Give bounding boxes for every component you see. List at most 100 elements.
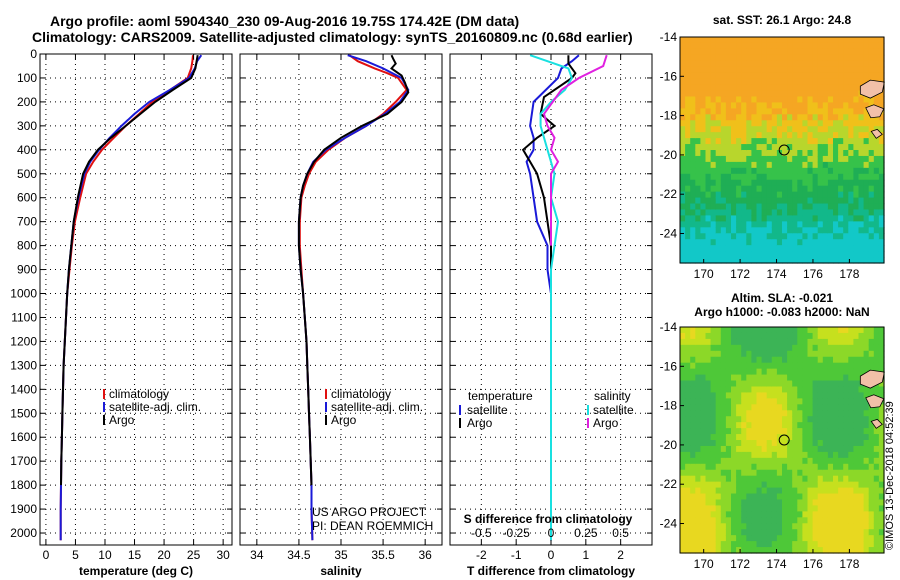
sla_map-cell: [736, 404, 742, 411]
sst_map-cell: [822, 72, 829, 80]
sst_map-cell: [838, 227, 844, 234]
sla_map-cell: [756, 499, 763, 507]
sla_map-cell: [710, 362, 717, 370]
sst_map-ytick-label: -16: [660, 69, 678, 83]
sla_map-cell: [725, 356, 732, 364]
sla_map-cell: [761, 332, 768, 340]
sla_map-cell: [715, 469, 722, 477]
temperature-xtick-label: 5: [72, 548, 79, 562]
sla_map-cell: [838, 487, 844, 495]
sst_map-cell: [690, 215, 696, 222]
sla_map-cell: [878, 529, 885, 536]
sla_map-cell: [792, 541, 798, 548]
sst_map-cell: [802, 221, 809, 228]
sla_map-cell: [868, 547, 875, 554]
sla_map-cell: [741, 327, 747, 334]
sst_map-cell: [751, 221, 758, 228]
sla_map-cell: [771, 410, 778, 417]
sla_map-cell: [868, 327, 875, 334]
sst_map-panel: 170 172 174 176 178-14-16-18-20-22-24: [660, 30, 885, 281]
sla_map-cell: [731, 422, 737, 429]
sla_map-cell: [736, 499, 742, 507]
sla_map-cell: [771, 505, 778, 512]
sst_map-cell: [725, 245, 732, 252]
sst_map-cell: [858, 185, 865, 193]
sla_map-cell: [766, 434, 773, 441]
sst_map-cell: [822, 126, 829, 133]
sla_map-cell: [853, 541, 860, 548]
sst_map-cell: [736, 167, 742, 175]
sst_map-cell: [812, 215, 819, 222]
sla_map-cell: [725, 404, 732, 411]
diff-x2tick-label: -0.5: [471, 526, 492, 540]
sst_map-cell: [812, 78, 819, 86]
sla_map-cell: [868, 487, 875, 495]
sst_map-cell: [766, 78, 773, 86]
sst_map-cell: [782, 66, 788, 74]
sst_map-cell: [695, 215, 701, 222]
sla_map-cell: [802, 410, 809, 417]
sla_map-cell: [853, 332, 860, 340]
sst_map-cell: [725, 221, 732, 228]
sla_map-cell: [695, 541, 701, 548]
sla_map-cell: [690, 386, 696, 394]
sst_map-cell: [680, 251, 686, 258]
sst_map-cell: [695, 251, 701, 258]
sst_map-cell: [690, 197, 696, 205]
sst_map-cell: [868, 144, 875, 151]
sst_map-cell: [690, 185, 696, 193]
sst_map-cell: [756, 173, 763, 181]
sla_map-cell: [741, 332, 747, 340]
sla_map-cell: [873, 469, 880, 477]
depth-tick-label: 100: [17, 71, 37, 85]
sla_map-cell: [715, 511, 722, 518]
sla_map-cell: [771, 457, 778, 465]
sst_map-cell: [792, 126, 798, 133]
sst_map-cell: [853, 221, 860, 228]
sla_map-cell: [787, 523, 793, 530]
sst_map-cell: [776, 60, 783, 68]
sla_map-cell: [848, 463, 854, 471]
sst_map-cell: [843, 60, 849, 68]
sla_map-cell: [705, 547, 712, 554]
sst_map-cell: [766, 155, 773, 163]
sst_map-cell: [802, 126, 809, 133]
sla_map-cell: [827, 374, 834, 382]
sst_map-cell: [822, 197, 829, 205]
sla_map-cell: [848, 362, 854, 370]
sla_map-cell: [873, 535, 880, 542]
sla_map-cell: [843, 451, 849, 459]
sst_map-cell: [751, 257, 758, 264]
sla_map-cell: [710, 493, 717, 501]
sla_map-cell: [771, 362, 778, 370]
sla_map-cell: [720, 505, 727, 512]
sla_map-cell: [792, 493, 798, 501]
depth-tick-label: 200: [17, 95, 37, 109]
temperature-frame: [39, 53, 233, 546]
sst_map-cell: [690, 167, 696, 175]
sst_map-cell: [766, 215, 773, 222]
sla_map-cell: [705, 327, 712, 334]
sla_map-cell: [782, 493, 788, 501]
sla_map-cell: [833, 362, 839, 370]
sla_map-cell: [741, 523, 747, 530]
sla_map-cell: [700, 386, 707, 394]
sst_map-cell: [746, 203, 752, 211]
sst_map-cell: [705, 102, 712, 109]
sst_map-cell: [725, 209, 732, 217]
sla_map-cell: [766, 440, 773, 447]
sst_map-cell: [756, 227, 763, 234]
sst_map-cell: [787, 60, 793, 68]
sst_map-cell: [736, 185, 742, 193]
depth-tick-label: 1200: [10, 334, 37, 348]
sla_map-cell: [807, 547, 814, 554]
sla_map-cell: [766, 511, 773, 518]
sst_map-cell: [822, 37, 829, 44]
depth-tick-label: 1400: [10, 382, 37, 396]
sla_map-cell: [680, 428, 686, 435]
sst_map-cell: [710, 203, 717, 211]
sst_map-cell: [868, 203, 875, 211]
sst_map-cell: [761, 108, 768, 115]
sla_map-cell: [690, 428, 696, 435]
sla_map-cell: [680, 440, 686, 447]
